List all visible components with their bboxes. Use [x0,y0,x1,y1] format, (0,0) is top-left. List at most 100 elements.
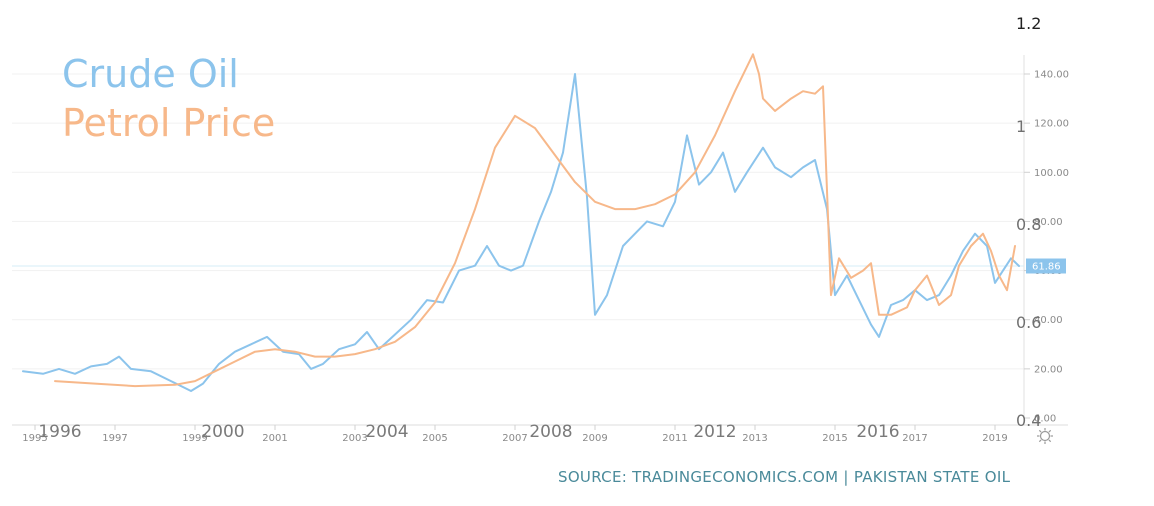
petrol-price-point [906,306,908,308]
petrol-price-point [990,250,992,252]
petrol-price-point [514,115,516,117]
secondary-axis-label: 1 [1016,117,1026,136]
crude-oil-point [250,343,252,345]
x-overlay-label: 2012 [693,422,736,442]
x-tick-label: 2001 [262,433,287,444]
petrol-price-point [334,356,336,358]
crude-oil-point [1018,265,1020,267]
petrol-price-series [54,53,1016,388]
right-axis-tick-label: 140.00 [1034,70,1069,81]
petrol-price-point [1006,289,1008,291]
crude-oil-point [926,299,928,301]
crude-oil-point [538,220,540,222]
petrol-price-point [354,353,356,355]
x-tick-label: 2003 [342,433,367,444]
settings-icon[interactable] [1037,428,1053,444]
crude-oil-point [870,324,872,326]
x-overlay-label: 1996 [38,422,81,442]
petrol-price-point [714,134,716,136]
crude-oil-point [442,302,444,304]
crude-oil-point [42,373,44,375]
petrol-price-point [674,193,676,195]
crude-oil-point [310,368,312,370]
petrol-price-point [970,245,972,247]
crude-oil-series [22,73,1020,392]
petrol-price-point [454,262,456,264]
petrol-price-point [694,171,696,173]
last-value-badge: 61.86 [1026,258,1066,274]
crude-oil-point [594,314,596,316]
crude-oil-point [234,351,236,353]
crude-oil-point [762,147,764,149]
crude-oil-point [710,171,712,173]
x-overlay-label: 2008 [529,422,572,442]
crude-oil-point [734,191,736,193]
crude-oil-point [338,348,340,350]
crude-oil-point [606,294,608,296]
gridlines [12,73,1024,370]
right-axis-tick-label: 80.00 [1034,217,1063,228]
crude-oil-point [674,201,676,203]
secondary-axis-label: 1.2 [1016,14,1041,33]
x-overlay-label: 2004 [365,422,408,442]
petrol-price-point [374,348,376,350]
x-tick-label: 2017 [902,433,927,444]
crude-oil-point [902,299,904,301]
crude-oil-point [802,166,804,168]
petrol-price-point [830,294,832,296]
crude-oil-point [486,245,488,247]
petrol-price-point [878,314,880,316]
petrol-price-point [434,302,436,304]
petrol-price-point [890,314,892,316]
secondary-axis-label: 0.4 [1016,411,1041,430]
crude-oil-point [774,166,776,168]
petrol-price-point [814,93,816,95]
crude-oil-point [202,383,204,385]
x-overlay-labels: 1996 2000 2004 2008 2012 2016 [38,422,899,442]
crude-oil-point [858,299,860,301]
right-axis-tick-label: 40.00 [1034,315,1063,326]
petrol-price-point [274,348,276,350]
petrol-price-point [926,275,928,277]
petrol-price-point [734,90,736,92]
crude-oil-point [22,370,24,372]
crude-oil-point [974,233,976,235]
petrol-price-point [214,370,216,372]
x-tick-label: 2019 [982,433,1007,444]
crude-oil-point [170,380,172,382]
crude-oil-point [950,275,952,277]
crude-oil-point [646,220,648,222]
legend-petrol-price: Petrol Price [62,101,275,145]
crude-oil-point [1002,270,1004,272]
petrol-price-point [654,203,656,205]
petrol-price-point [94,383,96,385]
petrol-price-point [822,85,824,87]
x-tick-label: 2005 [422,433,447,444]
crude-oil-point [562,152,564,154]
crude-oil-point [354,343,356,345]
petrol-price-point [194,380,196,382]
crude-oil-point [106,363,108,365]
petrol-price-point [774,110,776,112]
petrol-price-point [534,127,536,129]
petrol-price-point [862,270,864,272]
petrol-price-point [802,90,804,92]
crude-oil-point [662,225,664,227]
crude-oil-point [550,191,552,193]
petrol-price-point [982,233,984,235]
crude-oil-point [846,275,848,277]
petrol-price-point [758,73,760,75]
x-axis-ticks: 1995 1997 1999 2001 2003 2005 2007 2009 2011 2013… [22,425,1008,444]
crude-oil-point [74,373,76,375]
petrol-price-point [494,147,496,149]
crude-oil-point [426,299,428,301]
right-axis-tick-label: 20.00 [1034,364,1063,375]
crude-oil-point [698,184,700,186]
petrol-price-point [634,208,636,210]
petrol-price-point [554,154,556,156]
last-value-label: 61.86 [1032,262,1061,273]
petrol-price-point [790,98,792,100]
petrol-price-line [54,53,1016,388]
petrol-price-point [938,304,940,306]
crude-oil-point [394,334,396,336]
